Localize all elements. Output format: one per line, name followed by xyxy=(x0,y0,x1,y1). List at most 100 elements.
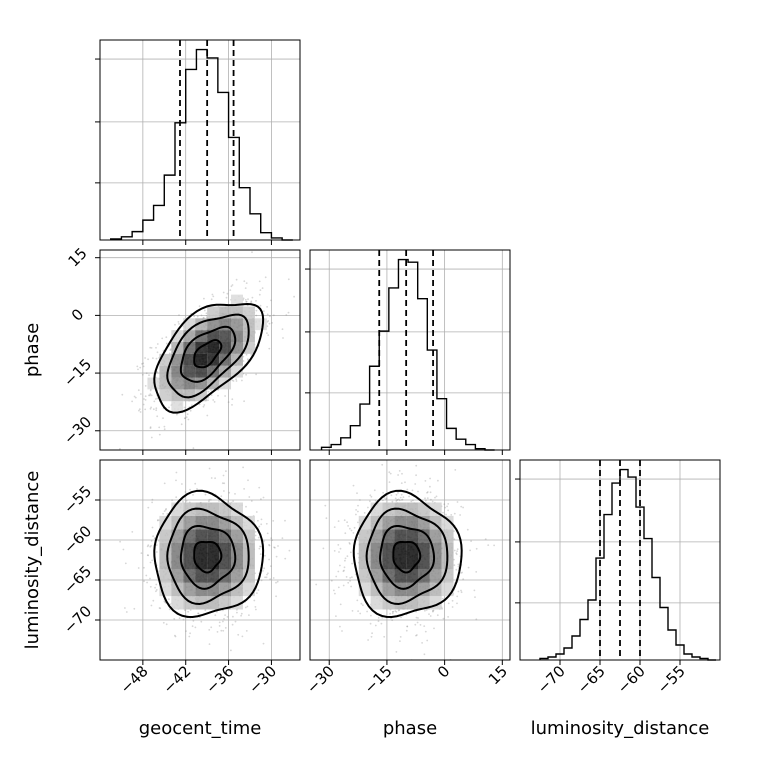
density-cell xyxy=(147,377,160,390)
density-cell xyxy=(429,502,442,516)
density-cell xyxy=(207,596,220,610)
density-cell xyxy=(441,582,454,597)
density-cell xyxy=(406,529,418,543)
density-cell xyxy=(358,529,371,543)
xlabel-luminosity-distance: luminosity_distance xyxy=(531,718,710,739)
density-cell xyxy=(183,353,196,366)
contour-line xyxy=(379,524,436,590)
density-cell xyxy=(394,569,407,583)
density-cell xyxy=(418,502,430,516)
density-cell xyxy=(159,365,172,378)
density-cell xyxy=(159,353,172,366)
x-tick-label: −65 xyxy=(574,662,609,697)
histogram-step xyxy=(110,48,293,241)
panel-frame xyxy=(99,249,301,451)
density-cell xyxy=(171,389,184,402)
density-cell xyxy=(382,582,395,597)
density-cell xyxy=(382,556,395,570)
density-cell xyxy=(183,365,196,378)
density-cell xyxy=(370,569,383,583)
density-cell xyxy=(171,353,184,366)
density-cell xyxy=(370,502,383,516)
density-cell xyxy=(171,542,184,556)
density-cell xyxy=(406,515,418,530)
density-cell xyxy=(159,377,172,390)
contour-line xyxy=(153,489,265,618)
density-cell xyxy=(358,542,371,556)
density-cell xyxy=(242,306,255,319)
density-cell xyxy=(195,353,208,366)
x-tick-label: −30 xyxy=(303,662,338,697)
density-cell xyxy=(171,556,184,570)
contour-line xyxy=(352,489,463,618)
density-cell xyxy=(394,582,407,597)
panels: −48 −42 −36 −30 −30 −15 0 15 −70 −65 −60 −55−30−150… xyxy=(60,39,721,697)
density-cell xyxy=(219,330,232,342)
density-cell xyxy=(370,582,383,597)
density-cell xyxy=(242,582,255,597)
density-cell xyxy=(406,502,418,516)
density-cell xyxy=(219,542,232,556)
xlabel-geocent-time: geocent_time xyxy=(139,718,262,739)
density-cell xyxy=(231,502,243,516)
density-cell xyxy=(406,596,418,610)
panel-bg xyxy=(310,250,510,450)
hist-panel-geocent_time xyxy=(95,39,301,241)
density-cell xyxy=(207,515,220,530)
panel-frame xyxy=(309,459,511,661)
density-cell xyxy=(195,377,208,390)
y-tick-label: −65 xyxy=(60,562,95,597)
density-cell xyxy=(382,542,395,556)
density-cell xyxy=(183,556,196,570)
panel-frame xyxy=(309,249,511,451)
density-cell xyxy=(207,342,220,354)
contour-line xyxy=(392,540,422,574)
hist-panel-phase xyxy=(305,249,511,451)
density-cell xyxy=(394,556,407,570)
density-cell xyxy=(219,596,232,610)
density-cell xyxy=(183,582,196,597)
density-cell xyxy=(219,318,232,331)
density-cell xyxy=(195,515,208,530)
panel-bg xyxy=(100,40,300,240)
panel-frame xyxy=(99,39,301,241)
density-panel-geocent_time-vs-luminosity_distance xyxy=(99,459,301,661)
density-cell xyxy=(418,542,430,556)
density-cell xyxy=(382,596,395,610)
density-cell xyxy=(159,582,172,597)
density-cell xyxy=(254,318,267,331)
density-cell xyxy=(195,569,208,583)
density-cell xyxy=(183,330,196,342)
x-tick-label: −55 xyxy=(654,662,689,697)
density-cell xyxy=(242,529,255,543)
density-cell xyxy=(358,556,371,570)
x-tick-label: −70 xyxy=(534,662,569,697)
density-cell xyxy=(242,569,255,583)
density-cell xyxy=(382,515,395,530)
density-cell xyxy=(231,306,243,319)
density-cell xyxy=(159,515,172,530)
density-cell xyxy=(394,515,407,530)
density-cell xyxy=(370,542,383,556)
histogram-step xyxy=(320,258,495,451)
panel-frame xyxy=(99,459,301,661)
density-cell xyxy=(171,365,184,378)
contour-line xyxy=(193,339,223,369)
density-cell xyxy=(441,515,454,530)
density-cell xyxy=(394,542,407,556)
density-cell xyxy=(183,529,196,543)
density-cell xyxy=(231,529,243,543)
contour-line xyxy=(166,313,250,399)
density-cell xyxy=(159,556,172,570)
density-cell xyxy=(171,401,184,414)
density-cell xyxy=(358,582,371,597)
contour-line xyxy=(166,507,250,605)
density-cell xyxy=(207,556,220,570)
density-cell xyxy=(231,542,243,556)
density-cell xyxy=(171,596,184,610)
contour-line xyxy=(179,325,237,383)
density-cell xyxy=(358,569,371,583)
x-tick-label: −42 xyxy=(159,662,194,697)
density-cell xyxy=(441,569,454,583)
